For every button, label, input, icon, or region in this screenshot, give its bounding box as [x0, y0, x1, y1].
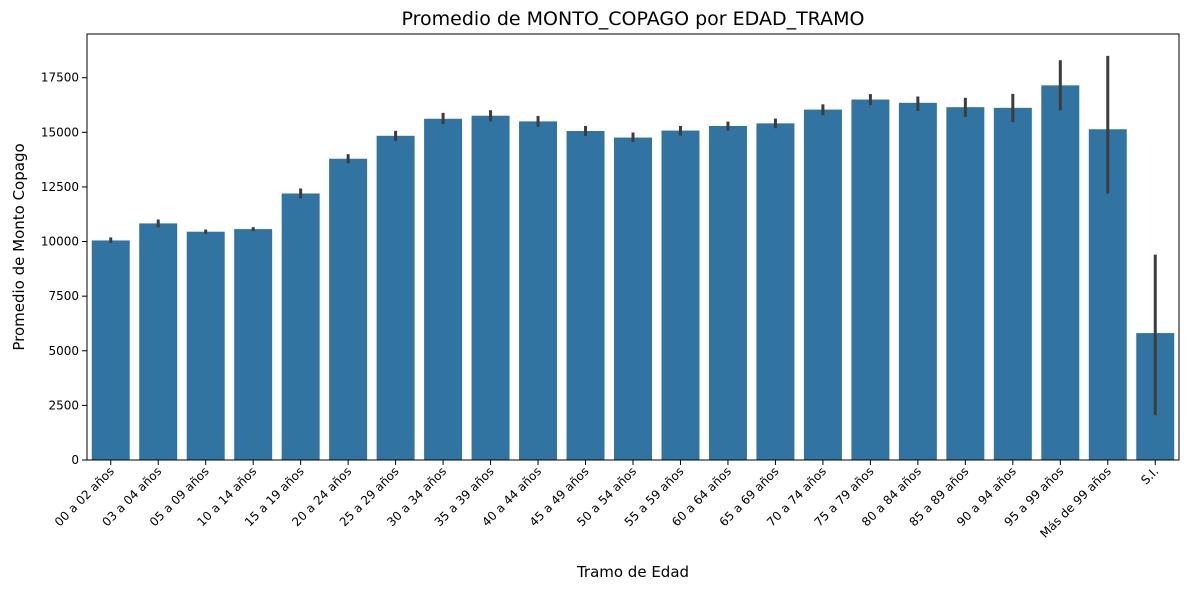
error-bars-group	[109, 55, 1157, 416]
bar	[329, 158, 368, 461]
bar	[91, 240, 130, 460]
y-tick-label: 5000	[48, 344, 79, 358]
y-tick-label: 0	[71, 453, 79, 467]
bar	[281, 193, 320, 460]
y-tick-label: 2500	[48, 398, 79, 412]
bar	[756, 123, 795, 460]
bar	[614, 137, 652, 460]
y-tick-label: 15000	[41, 125, 79, 139]
bar	[1041, 85, 1080, 460]
y-tick-label: 7500	[48, 289, 79, 303]
plot-frame	[86, 33, 1180, 461]
bar	[708, 125, 747, 461]
bar	[803, 109, 842, 460]
y-tick-label: 12500	[41, 180, 79, 194]
y-tick-label: 17500	[41, 71, 79, 85]
bar	[139, 223, 178, 460]
bar	[898, 102, 937, 461]
bar	[566, 130, 605, 460]
bar	[234, 229, 273, 460]
bar	[851, 99, 890, 461]
x-tick-label: S.I.	[1138, 464, 1161, 487]
bars-group	[91, 85, 1175, 461]
bar	[186, 231, 225, 460]
y-axis: 0 2500 5000 7500 10000 12500 15000 17500	[41, 71, 87, 467]
bar	[519, 121, 558, 460]
bar	[661, 130, 700, 460]
chart-title: Promedio de MONTO_COPAGO por EDAD_TRAMO	[402, 8, 865, 30]
x-axis-label: Tramo de Edad	[576, 563, 689, 581]
y-tick-label: 10000	[41, 235, 79, 249]
bar	[471, 115, 510, 460]
bar	[424, 118, 463, 461]
bar	[376, 135, 415, 460]
bar	[993, 107, 1032, 460]
bar	[946, 107, 985, 460]
y-axis-label: Promedio de Monto Copago	[10, 143, 28, 350]
